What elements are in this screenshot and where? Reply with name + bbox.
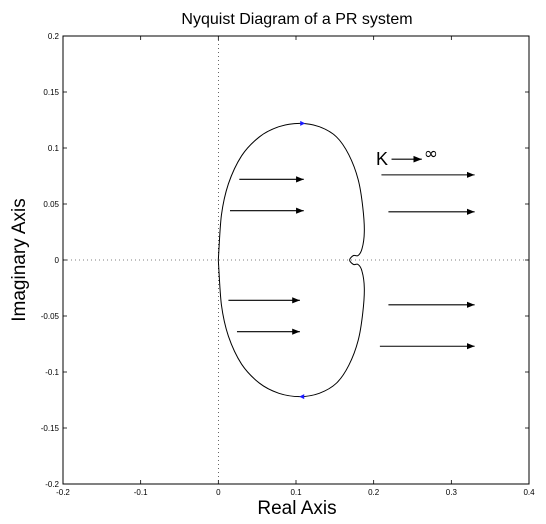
- x-tick-label: 0.2: [368, 488, 380, 497]
- arrow-layer: [228, 171, 475, 350]
- x-tick-label: 0.4: [523, 488, 535, 497]
- x-axis-ticks: -0.2 -0.1 0 0.1 0.2 0.3 0.4: [56, 36, 535, 497]
- x-tick-label: -0.2: [56, 488, 70, 497]
- direction-marker: [300, 120, 306, 126]
- x-tick-label: 0.3: [446, 488, 458, 497]
- y-tick-label: -0.15: [41, 424, 60, 433]
- k-infinity-annotation: K ∞: [376, 144, 438, 169]
- nyquist-curve: [217, 122, 365, 398]
- y-tick-label: 0.2: [48, 32, 60, 41]
- y-tick-label: 0.05: [43, 200, 59, 209]
- y-tick-label: -0.2: [45, 480, 59, 489]
- k-label: K: [376, 149, 388, 169]
- y-tick-label: -0.05: [41, 312, 60, 321]
- direction-marker: [299, 394, 305, 400]
- y-axis-ticks: 0.2 0.15 0.1 0.05 0 -0.05 -0.1 -0.15 -0.2: [41, 32, 529, 489]
- infinity-label: ∞: [424, 144, 438, 164]
- x-tick-label: 0.1: [290, 488, 302, 497]
- series-layer: [217, 120, 365, 400]
- x-axis-label: Real Axis: [257, 498, 336, 519]
- y-tick-label: 0.15: [43, 88, 59, 97]
- x-tick-label: -0.1: [134, 488, 148, 497]
- y-axis-label: Imaginary Axis: [9, 198, 30, 322]
- y-tick-label: -0.1: [45, 368, 59, 377]
- y-tick-label: 0: [55, 256, 60, 265]
- x-tick-label: 0: [216, 488, 221, 497]
- chart-title: Nyquist Diagram of a PR system: [181, 11, 412, 28]
- y-tick-label: 0.1: [48, 144, 60, 153]
